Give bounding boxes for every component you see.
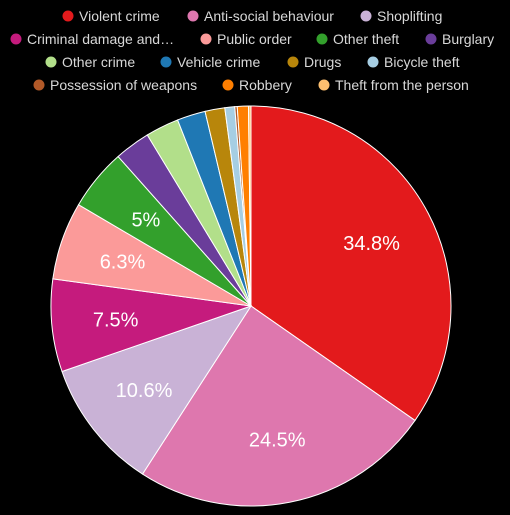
slice-label-other-theft: 5% [131,210,160,232]
legend-swatch [316,33,328,45]
legend-item-theft-from-the-person: Theft from the person [318,77,469,93]
legend-swatch [62,10,74,22]
legend-swatch [160,56,172,68]
legend-item-bicycle-theft: Bicycle theft [367,54,460,70]
legend-swatch [10,33,22,45]
pie-slice-theft-from-the-person [247,105,252,307]
pie-slices [50,105,452,507]
legend-swatch [33,79,45,91]
legend-label: Other theft [333,31,399,47]
legend-label: Vehicle crime [177,54,260,70]
legend-swatch [200,33,212,45]
legend-swatch [45,56,57,68]
legend-item-public-order: Public order [200,31,292,47]
legend-label: Other crime [62,54,135,70]
legend-label: Public order [217,31,292,47]
slice-label-shoplifting: 10.6% [116,380,173,402]
legend-swatch [287,56,299,68]
legend-label: Burglary [442,31,494,47]
legend-item-other-crime: Other crime [45,54,135,70]
pie-slice-anti-social-behaviour [141,305,416,507]
legend-item-anti-social-behaviour: Anti-social behaviour [187,8,334,24]
legend-item-shoplifting: Shoplifting [360,8,442,24]
legend-swatch [187,10,199,22]
legend-swatch [318,79,330,91]
legend-item-violent-crime: Violent crime [62,8,160,24]
legend-label: Criminal damage and… [27,31,174,47]
legend-swatch [425,33,437,45]
legend-label: Possession of weapons [50,77,197,93]
slice-label-anti-social-behaviour: 24.5% [249,429,306,451]
legend-item-robbery: Robbery [222,77,292,93]
legend-label: Theft from the person [335,77,469,93]
legend-item-drugs: Drugs [287,54,341,70]
legend-item-vehicle-crime: Vehicle crime [160,54,260,70]
legend-item-possession-of-weapons: Possession of weapons [33,77,197,93]
legend-item-burglary: Burglary [425,31,494,47]
legend-label: Anti-social behaviour [204,8,334,24]
legend-label: Bicycle theft [384,54,460,70]
pie-slice-violent-crime [250,105,452,422]
legend-label: Robbery [239,77,292,93]
legend-swatch [367,56,379,68]
legend-item-criminal-damage-and: Criminal damage and… [10,31,174,47]
legend-swatch [360,10,372,22]
slice-labels: 34.8% 24.5% 10.6% 7.5% 6.3% 5% [93,210,400,452]
legend: Violent crime Anti-social behaviour Shopli… [10,8,494,93]
legend-label: Shoplifting [377,8,442,24]
legend-label: Violent crime [79,8,160,24]
slice-label-violent-crime: 34.8% [343,233,400,255]
legend-item-other-theft: Other theft [316,31,399,47]
slice-label-public-order: 6.3% [100,251,146,273]
legend-label: Drugs [304,54,341,70]
legend-swatch [222,79,234,91]
pie-slice-shoplifting [61,305,253,475]
slice-label-criminal-damage-and: 7.5% [93,309,139,331]
